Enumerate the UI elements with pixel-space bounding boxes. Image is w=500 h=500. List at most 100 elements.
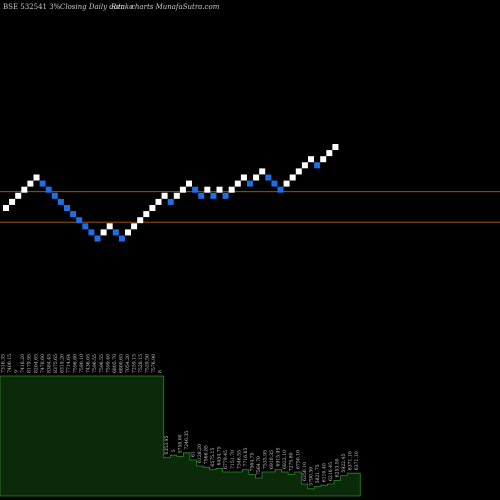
- renko-brick-up: [100, 229, 107, 236]
- renko-brick-down: [88, 229, 95, 236]
- volume-label: 7151.70: [230, 450, 236, 469]
- data-description: Closing Daily data: [60, 3, 125, 11]
- volume-label: 8319.20: [59, 354, 65, 373]
- renko-brick-up: [204, 186, 211, 193]
- renko-brick-up: [295, 168, 302, 175]
- volume-labels: 7316.35 7400.15 9 7416.20 8179.95 8204.65 7478…: [1, 354, 361, 486]
- volume-label: 6805.70: [112, 354, 118, 373]
- renko-brick-up: [289, 174, 296, 181]
- volume-label: 6910.35: [269, 450, 275, 469]
- volume-label: 6922.10: [282, 450, 288, 469]
- renko-brick-up: [332, 144, 339, 150]
- volume-label: 6779.45: [223, 450, 229, 469]
- renko-brick-up: [27, 180, 34, 187]
- renko-brick-down: [94, 235, 101, 242]
- volume-label: 7714.64: [66, 354, 72, 373]
- renko-brick-up: [320, 156, 327, 163]
- renko-brick-up: [161, 192, 168, 199]
- volume-label: 7564.75: [249, 452, 255, 471]
- renko-brick-down: [277, 186, 284, 193]
- renko-brick-up: [33, 174, 40, 181]
- volume-panel: [0, 375, 361, 497]
- volume-label: 8179.95: [27, 354, 33, 373]
- volume-label: 6800.65: [118, 354, 124, 373]
- volume-label: 7259.15: [132, 354, 138, 373]
- volume-label: 5790.50: [308, 467, 314, 486]
- volume-label: 6750.10: [295, 450, 301, 469]
- renko-brick-up: [106, 223, 113, 230]
- volume-label: 7566.85: [204, 445, 210, 464]
- volume-label: 6371.10: [354, 451, 360, 470]
- renko-brick-down: [271, 180, 278, 187]
- volume-label: 7533.95: [263, 450, 269, 469]
- volume-label: 7576.90: [151, 354, 157, 373]
- volume-label: 7275.80: [289, 452, 295, 471]
- volume-label: 6454.75: [217, 446, 223, 465]
- renko-brick-down: [51, 192, 58, 199]
- renko-brick-up: [228, 186, 235, 193]
- volume-label: 7596.55: [99, 354, 105, 373]
- renko-brick-down: [265, 174, 272, 181]
- renko-brick-up: [216, 186, 223, 193]
- renko-brick-down: [247, 180, 253, 187]
- renko-brick-up: [283, 180, 290, 187]
- renko-brick-up: [301, 162, 308, 169]
- volume-label: 7528.15: [138, 354, 144, 373]
- renko-brick-up: [155, 198, 162, 205]
- renko-brick-up: [3, 205, 9, 211]
- renko-brick-down: [198, 192, 205, 199]
- renko-brick-up: [143, 211, 150, 218]
- renko-brick-up: [137, 217, 144, 224]
- renko-brick-down: [112, 229, 119, 236]
- volume-label: 6128.20: [197, 444, 203, 463]
- renko-brick-down: [82, 223, 89, 230]
- renko-brick-down: [57, 198, 64, 205]
- renko-brick-up: [186, 180, 192, 187]
- renko-brick-up: [308, 156, 314, 163]
- volume-label: 7478.60: [40, 354, 46, 373]
- renko-brick-up: [259, 168, 266, 175]
- renko-brick-down: [45, 186, 52, 193]
- volume-label: 7246.35: [184, 431, 190, 450]
- volume-label: 7529.50: [145, 354, 151, 373]
- volume-label: 7316.35: [1, 354, 7, 373]
- volume-label: 61: [190, 451, 196, 457]
- renko-brick-down: [64, 205, 70, 211]
- volume-label: 6371.10: [348, 451, 354, 470]
- renko-brick-down: [118, 235, 125, 242]
- renko-brick-down: [192, 186, 199, 193]
- chart-kind: Renko: [111, 3, 134, 11]
- renko-brick-up: [15, 192, 22, 199]
- renko-bricks: [3, 144, 339, 242]
- volume-label: 6253.50: [335, 458, 341, 477]
- renko-brick-down: [210, 192, 217, 199]
- volume-label: 6216.45: [328, 462, 334, 481]
- volume-label: 7716.65: [243, 448, 249, 467]
- volume-label: 7596.55: [92, 354, 98, 373]
- volume-label: 7590.10: [79, 354, 85, 373]
- renko-brick-up: [179, 186, 186, 193]
- volume-label: 6110.40: [321, 463, 327, 482]
- renko-brick-up: [253, 174, 260, 181]
- volume-label: 5758.00: [177, 434, 183, 453]
- renko-brick-up: [21, 186, 28, 193]
- renko-brick-up: [9, 198, 16, 205]
- renko-brick-up: [125, 229, 131, 236]
- renko-brick-down: [167, 198, 174, 205]
- volume-label: 7346.55: [236, 450, 242, 469]
- renko-brick-up: [326, 150, 333, 157]
- volume-label: 7596.80: [73, 354, 79, 373]
- volume-label: 7416.20: [20, 354, 26, 373]
- stock-code: BSE 532541 3%: [3, 3, 61, 11]
- renko-brick-down: [70, 211, 77, 218]
- volume-label: 6350.10: [302, 462, 308, 481]
- volume-label: 8384.45: [46, 354, 52, 373]
- renko-brick-up: [240, 174, 247, 181]
- renko-brick-down: [314, 162, 321, 169]
- volume-area: [0, 375, 361, 497]
- volume-label: 7400.15: [7, 354, 13, 373]
- volume-label: 7054.20: [125, 354, 131, 373]
- site-name: charts MunafaSutra.com: [131, 3, 220, 11]
- volume-label: 7436.05: [86, 354, 92, 373]
